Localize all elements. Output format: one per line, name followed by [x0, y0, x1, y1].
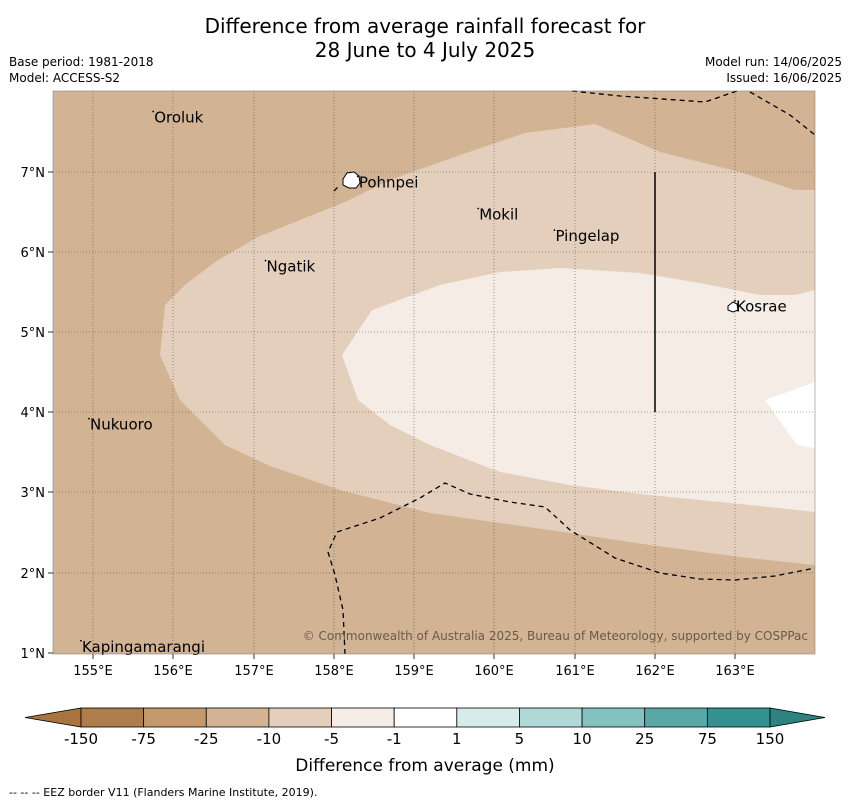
- colorbar-segment: [706, 707, 771, 728]
- colorbar-segment: [205, 707, 270, 728]
- x-tick-label: 163°E: [715, 664, 755, 679]
- colorbar-segment: [268, 707, 332, 728]
- colorbar-segment: [644, 707, 708, 728]
- x-tick-label: 161°E: [555, 664, 595, 679]
- y-tick-label: 5°N: [21, 326, 46, 341]
- y-tick-label: 2°N: [21, 567, 46, 582]
- copyright-text: © Commonwealth of Australia 2025, Bureau…: [303, 629, 808, 643]
- place-marker: [80, 639, 82, 642]
- colorbar-tick-label: 1: [452, 730, 462, 748]
- place-marker: [553, 229, 556, 232]
- colorbar-tick-label: 10: [572, 730, 592, 748]
- colorbar-tick-label: 25: [635, 730, 655, 748]
- place-label: Mokil: [479, 206, 518, 224]
- x-tick-label: 162°E: [635, 664, 675, 679]
- eez-footnote: -- -- -- EEZ border V11 (Flanders Marine…: [9, 786, 318, 799]
- place-label: Pohnpei: [359, 173, 419, 191]
- x-tick-label: 157°E: [234, 664, 274, 679]
- y-tick-label: 4°N: [21, 406, 46, 421]
- colorbar: [24, 707, 826, 728]
- place-marker: [264, 259, 267, 262]
- colorbar-title: Difference from average (mm): [295, 756, 555, 776]
- y-tick-label: 6°N: [21, 246, 46, 261]
- x-tick-label: 158°E: [314, 664, 354, 679]
- colorbar-segment: [456, 707, 520, 728]
- x-tick-label: 155°E: [73, 664, 113, 679]
- y-tick-label: 7°N: [21, 166, 46, 181]
- colorbar-tick-label: -150: [63, 730, 99, 748]
- y-tick-label: 3°N: [21, 486, 46, 501]
- x-tick-label: 156°E: [153, 664, 193, 679]
- place-marker: [356, 175, 359, 178]
- colorbar-tick-label: -75: [131, 730, 156, 748]
- colorbar-tick-label: -25: [194, 730, 219, 748]
- place-marker: [734, 299, 736, 302]
- issued-date: Issued: 16/06/2025: [726, 71, 842, 85]
- colorbar-extend-high: [769, 707, 826, 728]
- place-label: Oroluk: [154, 108, 203, 126]
- place-label: Ngatik: [267, 258, 316, 276]
- place-marker: [88, 417, 90, 420]
- place-marker: [477, 207, 480, 210]
- place-label: Pingelap: [555, 227, 619, 245]
- x-tick-label: 160°E: [474, 664, 514, 679]
- colorbar-tick-label: 75: [697, 730, 717, 748]
- colorbar-tick-label: 5: [514, 730, 525, 748]
- colorbar-segment: [143, 707, 207, 728]
- colorbar-tick-label: -5: [324, 730, 340, 748]
- place-labels: Oroluk Pohnpei Mokil Pingelap Ngatik Kosrae Nu…: [80, 108, 787, 656]
- colorbar-segment: [519, 707, 583, 728]
- colorbar-extend-low: [24, 707, 82, 728]
- pohnpei-island: [342, 171, 361, 189]
- islands: [342, 171, 739, 313]
- place-label: Nukuoro: [90, 416, 153, 434]
- colorbar-segment: [80, 707, 145, 728]
- place-marker: [152, 110, 155, 113]
- colorbar-segment: [331, 707, 395, 728]
- model-run: Model run: 14/06/2025: [704, 55, 842, 69]
- eez-borders: [327, 89, 816, 655]
- map-fills: [53, 91, 815, 654]
- colorbar-tick-label: -1: [386, 730, 402, 748]
- plot-frame: [52, 90, 816, 655]
- model-name: Model: ACCESS-S2: [9, 71, 121, 85]
- colorbar-segment: [581, 707, 646, 728]
- fill-band-neutral: [765, 382, 815, 448]
- colorbar-tick-label: 150: [755, 730, 785, 748]
- y-axis-ticks: 7°N 6°N 5°N 4°N 3°N 2°N 1°N: [21, 166, 53, 662]
- x-tick-label: 159°E: [394, 664, 434, 679]
- colorbar-segment: [393, 707, 458, 728]
- kosrae-island: [727, 301, 739, 313]
- colorbar-tick-label: -10: [256, 730, 282, 748]
- title-line-2: 28 June to 4 July 2025: [314, 38, 536, 62]
- x-axis-ticks: 155°E 156°E 157°E 158°E 159°E 160°E 161°E 162°E…: [73, 654, 755, 679]
- y-tick-label: 1°N: [21, 647, 46, 662]
- fill-band-5-1: [342, 268, 815, 512]
- place-label: Kosrae: [736, 298, 787, 316]
- title-line-1: Difference from average rainfall forecas…: [204, 14, 646, 38]
- place-label: Kapingamarangi: [82, 638, 205, 656]
- base-period: Base period: 1981-2018: [9, 55, 154, 69]
